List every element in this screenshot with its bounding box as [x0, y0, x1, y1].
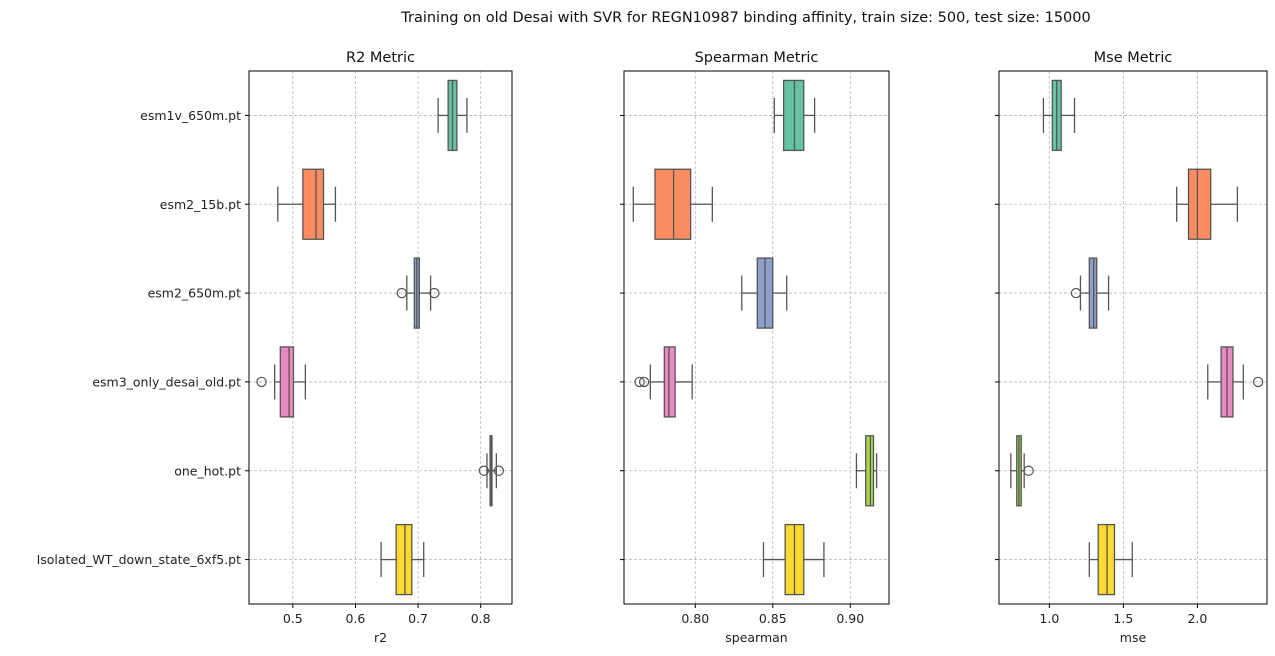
figure-title: Training on old Desai with SVR for REGN1…: [400, 10, 1090, 26]
x-tick-label: 0.6: [346, 611, 366, 626]
x-tick-label: 1.0: [1039, 611, 1059, 626]
box-esm1v_650m.pt: [773, 79, 816, 152]
box-iqr: [1187, 168, 1212, 240]
outlier-point: [1023, 465, 1034, 476]
y-tick-label: one_hot.pt: [174, 463, 241, 478]
x-tick-label: 0.5: [283, 611, 303, 626]
box-one_hot.pt: [855, 435, 878, 507]
box-esm2_15b.pt: [277, 168, 337, 240]
box-iqr: [302, 168, 325, 240]
outlier-point: [396, 287, 407, 299]
x-tick-label: 0.8: [471, 611, 491, 626]
x-tick-label: 0.80: [681, 611, 709, 626]
box-esm3_only_desai_old.pt: [634, 346, 693, 418]
outlier-point: [638, 376, 650, 388]
box-iqr: [1088, 257, 1098, 329]
x-tick-label: 1.5: [1113, 611, 1133, 626]
box-iqr: [654, 168, 692, 240]
outlier-point: [429, 287, 440, 299]
x-tick-label: 0.85: [759, 611, 787, 626]
panel-title: Spearman Metric: [695, 50, 819, 66]
outlier-point: [1070, 287, 1082, 299]
outlier-point: [493, 465, 505, 476]
box-esm2_15b.pt: [1176, 168, 1239, 240]
box-esm2_650m.pt: [741, 257, 788, 329]
x-axis-label: spearman: [725, 630, 787, 645]
outlier-point: [634, 376, 645, 388]
axes-frame: [248, 70, 513, 605]
box-iqr: [782, 79, 805, 152]
box-iqr: [865, 435, 875, 507]
y-tick-label: esm1v_650m.pt: [140, 108, 241, 123]
y-tick-label: esm3_only_desai_old.pt: [92, 374, 241, 389]
box-iqr: [663, 346, 676, 418]
box-Isolated_WT_down_state_6xf5.pt: [1088, 523, 1133, 596]
box-Isolated_WT_down_state_6xf5.pt: [762, 523, 825, 596]
box-one_hot.pt: [478, 435, 505, 507]
outlier-point: [478, 465, 490, 476]
y-tick-label: Isolated_WT_down_state_6xf5.pt: [37, 552, 242, 567]
box-esm3_only_desai_old.pt: [1207, 346, 1264, 418]
box-esm1v_650m.pt: [437, 79, 468, 152]
x-axis-label: mse: [1120, 630, 1147, 645]
box-iqr: [1097, 523, 1116, 596]
box-esm3_only_desai_old.pt: [256, 346, 307, 418]
axes-frame: [998, 70, 1268, 605]
x-tick-label: 2.0: [1187, 611, 1207, 626]
y-tick-label: esm2_15b.pt: [160, 197, 241, 212]
box-esm1v_650m.pt: [1042, 79, 1076, 152]
panel-2: 0.80 0.85 0.90 Spearman Metric spearman: [620, 50, 890, 645]
panel-title: R2 Metric: [346, 50, 415, 66]
box-esm2_650m.pt: [396, 257, 440, 329]
outlier-point: [1252, 376, 1264, 388]
axes-frame: [623, 70, 890, 605]
x-axis-label: r2: [374, 630, 387, 645]
y-tick-label: esm2_650m.pt: [148, 286, 242, 301]
panel-1: 0.5 0.6 0.7 0.8 esm1v_650m.pt esm2_15b.pt esm2…: [37, 50, 513, 645]
box-iqr: [395, 523, 413, 596]
box-esm2_650m.pt: [1070, 257, 1110, 329]
outlier-point: [256, 376, 267, 388]
box-iqr: [279, 346, 295, 418]
box-one_hot.pt: [1010, 435, 1034, 507]
panel-title: Mse Metric: [1094, 50, 1173, 66]
box-Isolated_WT_down_state_6xf5.pt: [380, 523, 425, 596]
panel-3: 1.0 1.5 2.0 Mse Metric mse: [995, 50, 1268, 645]
box-esm2_15b.pt: [632, 168, 713, 240]
x-tick-label: 0.90: [836, 611, 864, 626]
x-tick-label: 0.7: [408, 611, 428, 626]
panels: 0.5 0.6 0.7 0.8 esm1v_650m.pt esm2_15b.pt esm2…: [37, 50, 1268, 645]
